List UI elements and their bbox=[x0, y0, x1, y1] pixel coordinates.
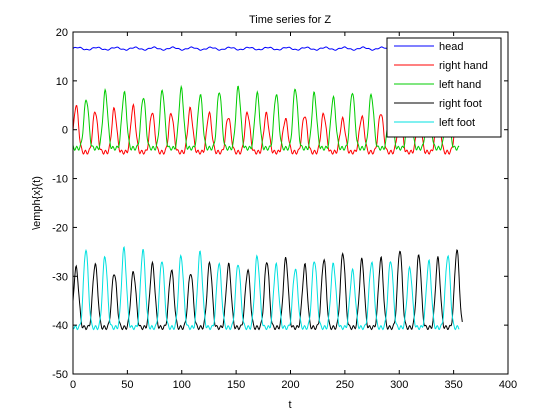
y-tick-label: -20 bbox=[52, 222, 68, 234]
legend-box bbox=[386, 37, 502, 138]
x-tick-label: 250 bbox=[336, 379, 354, 391]
y-axis-ticks: 20 10 0 -10 -20 -30 -40 -50 bbox=[52, 27, 508, 381]
legend-label: left hand bbox=[439, 79, 481, 91]
y-tick-label: 20 bbox=[56, 27, 68, 39]
legend-label: right foot bbox=[439, 98, 482, 110]
x-tick-label: 50 bbox=[121, 379, 133, 391]
x-tick-label: 300 bbox=[390, 379, 408, 391]
y-tick-label: -50 bbox=[52, 369, 68, 381]
y-tick-label: -10 bbox=[52, 174, 68, 186]
y-tick-label: -40 bbox=[52, 320, 68, 332]
x-tick-label: 350 bbox=[444, 379, 462, 391]
y-tick-label: -30 bbox=[52, 271, 68, 283]
chart-title: Time series for Z bbox=[249, 14, 331, 26]
legend-label: right hand bbox=[439, 60, 488, 72]
y-tick-label: 10 bbox=[56, 76, 68, 88]
y-axis-label: \emph{x}(t) bbox=[31, 176, 43, 230]
legend-label: head bbox=[439, 41, 463, 53]
x-tick-label: 100 bbox=[173, 379, 191, 391]
x-tick-label: 0 bbox=[70, 379, 76, 391]
series-line-left-hand bbox=[72, 84, 460, 152]
x-tick-label: 200 bbox=[281, 379, 299, 391]
legend-label: left foot bbox=[439, 117, 475, 129]
series-line-left-foot bbox=[72, 246, 460, 331]
legend: head right hand left hand right foot left fo… bbox=[386, 37, 502, 138]
x-tick-label: 400 bbox=[499, 379, 517, 391]
x-tick-label: 150 bbox=[227, 379, 245, 391]
x-axis-label: t bbox=[288, 399, 291, 411]
y-tick-label: 0 bbox=[62, 125, 68, 137]
x-axis-ticks: 0 50 100 150 200 250 300 350 400 bbox=[70, 32, 517, 391]
series-line-right-hand bbox=[72, 102, 460, 155]
